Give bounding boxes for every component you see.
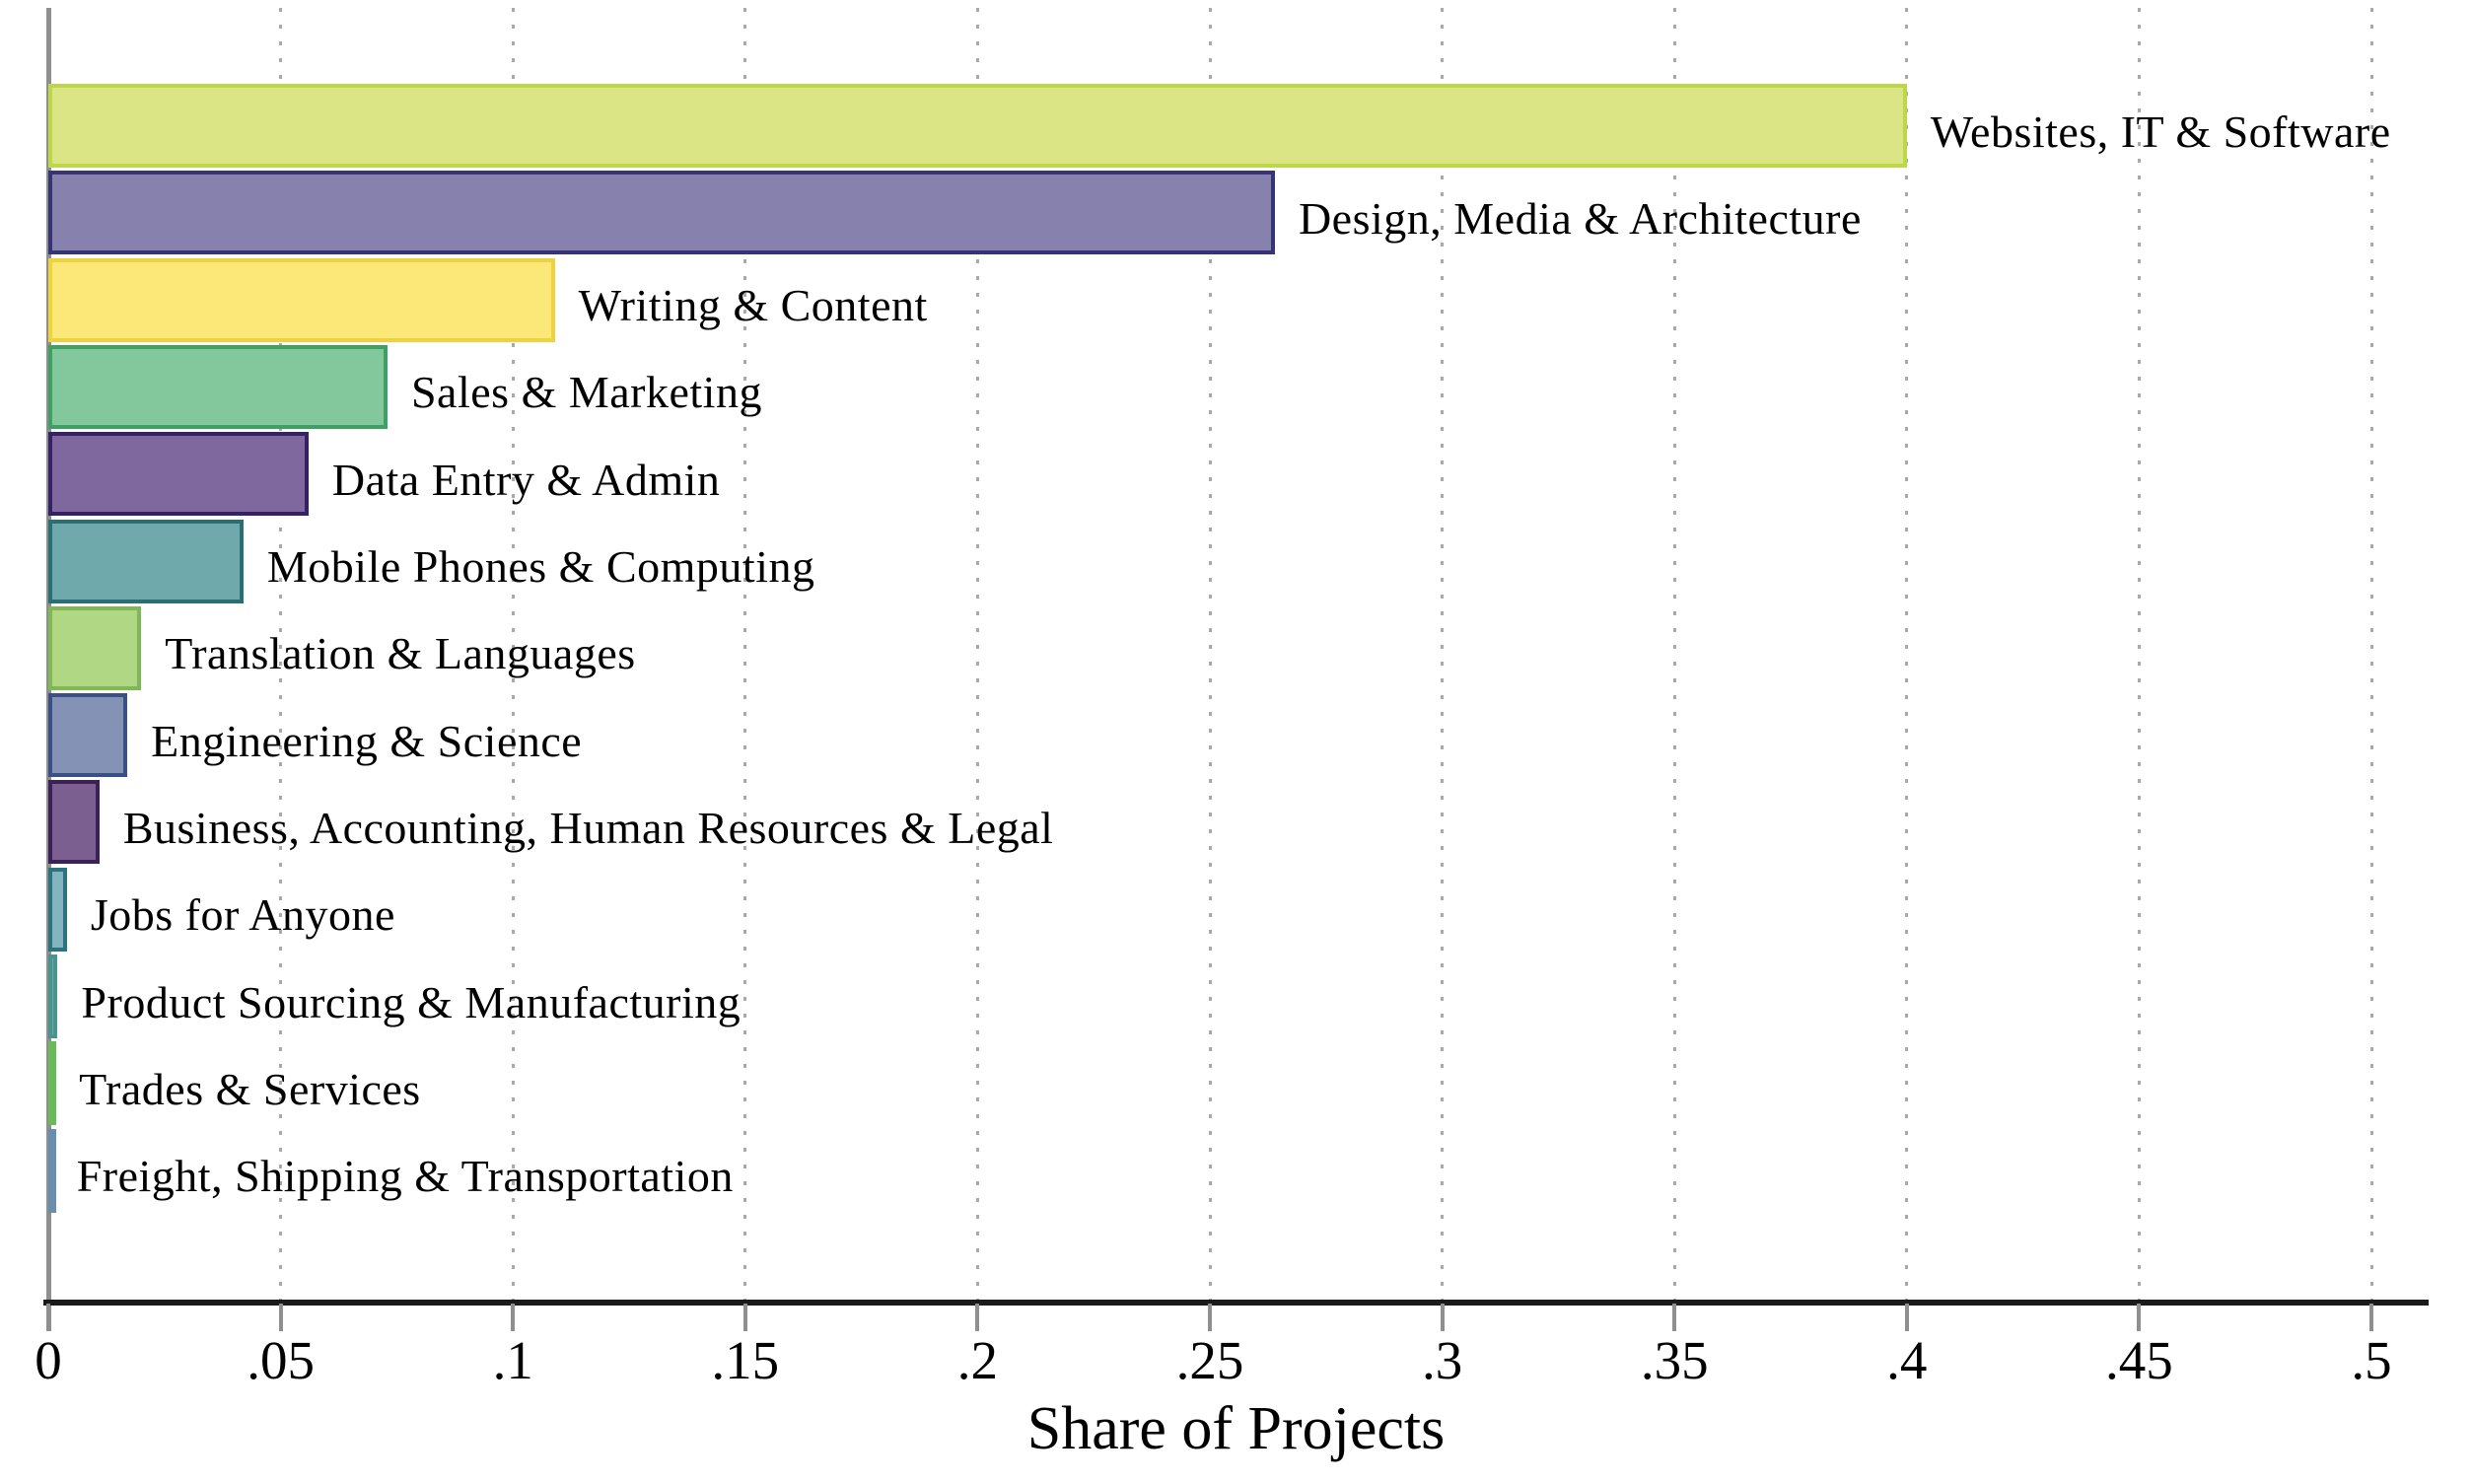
bar bbox=[48, 432, 309, 517]
x-axis-tick-label: 0 bbox=[35, 1330, 62, 1390]
gridline bbox=[2137, 8, 2141, 1300]
gridline bbox=[1905, 8, 1909, 1300]
x-axis-tick-label: .4 bbox=[1886, 1330, 1928, 1390]
x-axis-line bbox=[43, 1300, 2429, 1306]
bar-label: Sales & Marketing bbox=[410, 367, 762, 418]
bar-label: Design, Media & Architecture bbox=[1298, 192, 1862, 244]
x-axis-tick bbox=[278, 1304, 283, 1331]
gridline bbox=[975, 8, 979, 1300]
bar-label: Product Sourcing & Manufacturing bbox=[81, 976, 742, 1027]
bar bbox=[48, 519, 244, 603]
x-axis-tick bbox=[2369, 1304, 2373, 1331]
gridline bbox=[743, 8, 747, 1300]
bar bbox=[48, 867, 67, 952]
x-axis-tick-label: .5 bbox=[2351, 1330, 2392, 1390]
bar bbox=[48, 780, 100, 865]
x-axis-tick-label: .1 bbox=[492, 1330, 533, 1390]
x-axis-tick-label: .3 bbox=[1421, 1330, 1463, 1390]
gridline bbox=[279, 8, 283, 1300]
bar-label: Jobs for Anyone bbox=[90, 889, 395, 941]
x-axis-tick-label: .35 bbox=[1640, 1330, 1709, 1390]
bar-label: Freight, Shipping & Transportation bbox=[76, 1151, 734, 1202]
x-axis-tick bbox=[2137, 1304, 2142, 1331]
bar bbox=[48, 257, 555, 342]
x-axis-tick bbox=[1208, 1304, 1212, 1331]
x-axis-tick bbox=[1440, 1304, 1445, 1331]
bar-label: Mobile Phones & Computing bbox=[266, 541, 815, 592]
bar bbox=[48, 171, 1275, 255]
x-axis-tick bbox=[46, 1304, 50, 1331]
bar-label: Engineering & Science bbox=[151, 715, 583, 766]
x-axis-tick-label: .05 bbox=[247, 1330, 315, 1390]
x-axis-tick bbox=[511, 1304, 516, 1331]
bar bbox=[48, 954, 58, 1038]
x-axis-tick bbox=[975, 1304, 980, 1331]
bar-label: Websites, IT & Software bbox=[1930, 106, 2391, 157]
bar bbox=[48, 1128, 56, 1213]
bar-label: Writing & Content bbox=[578, 280, 928, 331]
bar bbox=[48, 1041, 56, 1126]
gridline bbox=[511, 8, 515, 1300]
bar-label: Data Entry & Admin bbox=[331, 454, 721, 505]
bar-label: Translation & Languages bbox=[165, 628, 636, 679]
bar bbox=[48, 693, 128, 778]
x-axis-title: Share of Projects bbox=[1026, 1395, 1446, 1462]
x-axis-tick bbox=[1672, 1304, 1677, 1331]
x-axis-tick-label: .45 bbox=[2105, 1330, 2173, 1390]
x-axis-tick-label: .2 bbox=[956, 1330, 999, 1390]
x-axis-tick bbox=[1904, 1304, 1909, 1331]
gridline bbox=[1208, 8, 1212, 1300]
gridline bbox=[1672, 8, 1676, 1300]
bar bbox=[48, 344, 388, 429]
x-axis-tick-label: .15 bbox=[711, 1330, 780, 1390]
bar bbox=[48, 605, 142, 690]
x-axis-tick bbox=[742, 1304, 747, 1331]
bar-label: Trades & Services bbox=[79, 1063, 421, 1114]
x-axis-tick-label: .25 bbox=[1175, 1330, 1244, 1390]
gridline bbox=[2369, 8, 2373, 1300]
bar-label: Business, Accounting, Human Resources & … bbox=[122, 802, 1054, 853]
gridline bbox=[1441, 8, 1445, 1300]
bar bbox=[48, 84, 1907, 168]
